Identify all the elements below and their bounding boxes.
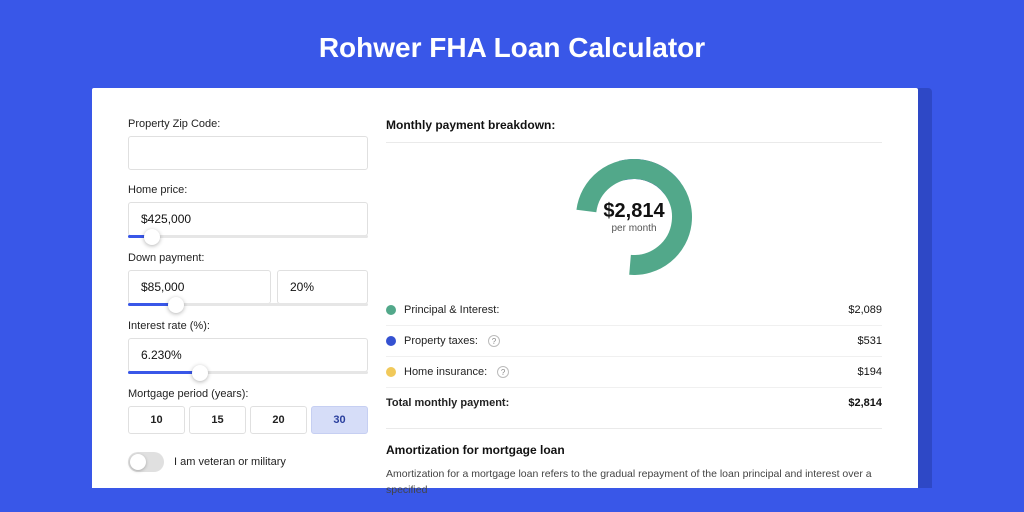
amortization-text: Amortization for a mortgage loan refers … — [386, 467, 882, 499]
mortgage-period-label: Mortgage period (years): — [128, 388, 368, 400]
dot-tax — [386, 336, 396, 346]
down-payment-slider-thumb[interactable] — [168, 297, 184, 313]
home-price-slider-thumb[interactable] — [144, 229, 160, 245]
donut-center-amount: $2,814 — [603, 200, 665, 222]
legend-label-tax: Property taxes: — [404, 335, 478, 347]
interest-rate-slider-thumb[interactable] — [192, 365, 208, 381]
interest-rate-label: Interest rate (%): — [128, 320, 368, 332]
period-btn-20[interactable]: 20 — [250, 406, 307, 434]
dot-ins — [386, 367, 396, 377]
home-price-slider[interactable] — [128, 235, 368, 238]
interest-rate-input[interactable] — [128, 338, 368, 372]
legend-label-pi: Principal & Interest: — [404, 304, 499, 316]
veteran-toggle[interactable] — [128, 452, 164, 472]
mortgage-period-field: Mortgage period (years): 10 15 20 30 — [128, 388, 368, 434]
period-btn-15[interactable]: 15 — [189, 406, 246, 434]
breakdown-column: Monthly payment breakdown: $2,814 per mo… — [386, 118, 882, 488]
amortization-title: Amortization for mortgage loan — [386, 428, 882, 467]
veteran-toggle-knob — [130, 454, 146, 470]
legend-row-pi: Principal & Interest: $2,089 — [386, 295, 882, 326]
legend-value-tax: $531 — [858, 335, 882, 347]
period-btn-10[interactable]: 10 — [128, 406, 185, 434]
interest-rate-slider-fill — [128, 371, 200, 374]
legend-value-total: $2,814 — [848, 397, 882, 409]
legend-label-total: Total monthly payment: — [386, 397, 509, 409]
dot-pi — [386, 305, 396, 315]
legend-row-tax: Property taxes: ? $531 — [386, 326, 882, 357]
down-payment-slider[interactable] — [128, 303, 368, 306]
veteran-row: I am veteran or military — [128, 452, 368, 472]
home-price-label: Home price: — [128, 184, 368, 196]
donut-chart: $2,814 per month — [386, 157, 882, 277]
veteran-label: I am veteran or military — [174, 456, 286, 468]
page-title: Rohwer FHA Loan Calculator — [0, 0, 1024, 88]
legend-row-ins: Home insurance: ? $194 — [386, 357, 882, 388]
down-payment-percent-input[interactable] — [277, 270, 368, 304]
home-price-field: Home price: — [128, 184, 368, 238]
mortgage-period-buttons: 10 15 20 30 — [128, 406, 368, 434]
breakdown-title: Monthly payment breakdown: — [386, 118, 882, 143]
zip-input[interactable] — [128, 136, 368, 170]
donut-center-sub: per month — [611, 223, 656, 234]
legend-value-ins: $194 — [858, 366, 882, 378]
legend-label-ins: Home insurance: — [404, 366, 487, 378]
help-icon[interactable]: ? — [497, 366, 509, 378]
panel-shadow: Property Zip Code: Home price: Down paym… — [92, 88, 932, 488]
zip-label: Property Zip Code: — [128, 118, 368, 130]
interest-rate-slider[interactable] — [128, 371, 368, 374]
legend-value-pi: $2,089 — [848, 304, 882, 316]
interest-rate-field: Interest rate (%): — [128, 320, 368, 374]
inputs-column: Property Zip Code: Home price: Down paym… — [128, 118, 368, 488]
zip-field: Property Zip Code: — [128, 118, 368, 170]
down-payment-label: Down payment: — [128, 252, 368, 264]
down-payment-amount-input[interactable] — [128, 270, 271, 304]
down-payment-field: Down payment: — [128, 252, 368, 306]
legend-row-total: Total monthly payment: $2,814 — [386, 388, 882, 418]
help-icon[interactable]: ? — [488, 335, 500, 347]
period-btn-30[interactable]: 30 — [311, 406, 368, 434]
calculator-panel: Property Zip Code: Home price: Down paym… — [92, 88, 918, 488]
legend: Principal & Interest: $2,089 Property ta… — [386, 295, 882, 418]
home-price-input[interactable] — [128, 202, 368, 236]
